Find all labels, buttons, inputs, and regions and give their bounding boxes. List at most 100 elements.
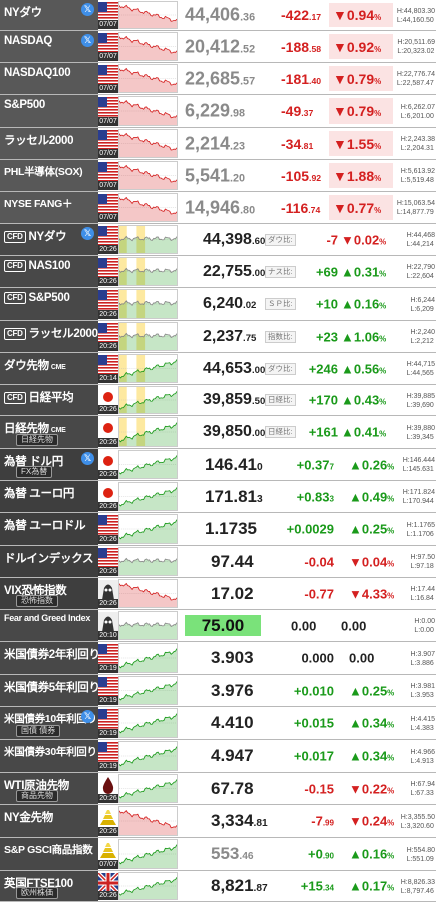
quote-row[interactable]: NYダウ 𝕏 07/07 44,406.36 -422.17 ▼0.94% H:44,803… — [0, 0, 436, 31]
instrument-name[interactable]: 為替 ユーロ円 — [0, 481, 98, 512]
sparkline-chart[interactable] — [118, 708, 178, 738]
quote-row[interactable]: 米国債券30年利回り 20:19 4.947 +0.017 ▲0.34% H:4.966 L… — [0, 740, 436, 773]
sparkline-chart[interactable] — [118, 354, 178, 383]
quote-row[interactable]: ラッセル2000 07/07 2,214.23 -34.81 ▼1.55% H:2,243… — [0, 128, 436, 160]
instrument-name[interactable]: CFD NAS100 — [0, 256, 98, 287]
sub-link[interactable]: 恐怖指数 — [16, 595, 58, 607]
sparkline-chart[interactable] — [118, 676, 178, 705]
instrument-name[interactable]: CFD S&P500 — [0, 288, 98, 320]
quote-row[interactable]: CFD 日経平均 20:26 39,859.50 日経比: +170 ▲0.43% H:39,… — [0, 385, 436, 416]
quote-row[interactable]: 米国債券2年利回り 20:19 3.903 0.000 0.00 H:3.907 L:3.8… — [0, 642, 436, 675]
instrument-name[interactable]: 米国債券10年利回り 国債 債券 𝕏 — [0, 707, 98, 739]
instrument-name[interactable]: ラッセル2000 — [0, 128, 98, 159]
sub-link[interactable]: 商品先物 — [16, 790, 58, 802]
sparkline-chart[interactable] — [118, 289, 178, 319]
quote-row[interactable]: NYSE FANG＋ 07/07 14,946.80 -116.74 ▼0.77% H:1… — [0, 192, 436, 224]
instrument-name[interactable]: 為替 ドル円 FX為替 𝕏 — [0, 449, 98, 480]
instrument-name[interactable]: 英国FTSE100 欧州株価 — [0, 871, 98, 901]
sparkline-chart[interactable] — [118, 839, 178, 869]
sparkline-chart[interactable] — [118, 482, 178, 511]
sparkline-chart[interactable] — [118, 64, 178, 93]
twitter-icon[interactable]: 𝕏 — [81, 452, 94, 465]
sparkline-chart[interactable] — [118, 514, 178, 544]
instrument-name[interactable]: NYダウ 𝕏 — [0, 0, 98, 30]
instrument-name[interactable]: S&P GSCI商品指数 — [0, 838, 98, 870]
instrument-name[interactable]: 米国債券30年利回り — [0, 740, 98, 772]
instrument-name[interactable]: ダウ先物 CME — [0, 353, 98, 384]
instrument-name[interactable]: Fear and Greed Index — [0, 610, 98, 641]
sparkline-chart[interactable] — [118, 741, 178, 771]
sparkline-chart[interactable] — [118, 806, 178, 836]
sparkline-chart[interactable] — [118, 872, 178, 900]
quote-row[interactable]: WTI原油先物 商品先物 20:26 67.78 -0.15 ▼0.22% H:67.94 L… — [0, 773, 436, 805]
instrument-name[interactable]: 米国債券2年利回り — [0, 642, 100, 674]
sub-link[interactable]: 欧州株価 — [16, 887, 58, 899]
low-value: L:16.84 — [410, 595, 434, 602]
quote-row[interactable]: CFD ラッセル2000 20:26 2,237.75 指数比: +23 ▲1.06% H:2… — [0, 321, 436, 353]
quote-row[interactable]: PHL半導体(SOX) 07/07 5,541.20 -105.92 ▼1.88% H:5… — [0, 160, 436, 192]
sparkline-chart[interactable] — [118, 774, 178, 803]
quote-row[interactable]: ダウ先物 CME 20:14 44,653.00 ダウ比: +246 ▲0.56% H:44,… — [0, 353, 436, 385]
sparkline-chart[interactable] — [118, 417, 178, 447]
sparkline-chart[interactable] — [118, 611, 178, 640]
sparkline-chart[interactable] — [118, 193, 178, 222]
quote-row[interactable]: CFD NAS100 20:26 22,755.00 ナス比: +69 ▲0.31% H:22… — [0, 256, 436, 288]
instrument-name[interactable]: NY金先物 — [0, 805, 98, 837]
quote-row[interactable]: 為替 ユーロドル 20:26 1.1735 +0.0029 ▲0.25% H:1.1765… — [0, 513, 436, 546]
quote-row[interactable]: 為替 ユーロ円 20:26 171.813 +0.833 ▲0.49% H:171.824… — [0, 481, 436, 513]
twitter-icon[interactable]: 𝕏 — [81, 34, 94, 47]
quote-row[interactable]: 英国FTSE100 欧州株価 20:26 8,821.87 +15.34 ▲0.17% H:… — [0, 871, 436, 902]
price-value: 3.976 — [211, 680, 254, 700]
twitter-icon[interactable]: 𝕏 — [81, 710, 94, 723]
quote-row[interactable]: 日経先物 CME 日経先物 20:26 39,850.00 日経比: +161 ▲0.41% H… — [0, 416, 436, 449]
sparkline-chart[interactable] — [118, 643, 178, 673]
instrument-name[interactable]: CFD 日経平均 — [0, 385, 98, 415]
instrument-name[interactable]: WTI原油先物 商品先物 — [0, 773, 98, 804]
quote-row[interactable]: S&P500 07/07 6,229.98 -49.37 ▼0.79% H:6,262.0… — [0, 95, 436, 128]
sparkline-chart[interactable] — [118, 161, 178, 190]
sparkline-chart[interactable] — [118, 257, 178, 286]
sparkline-chart[interactable] — [118, 225, 178, 254]
sub-link[interactable]: 国債 債券 — [16, 725, 61, 737]
instrument-name[interactable]: S&P500 — [0, 95, 98, 127]
flag-icon — [98, 226, 118, 246]
quote-row[interactable]: NASDAQ 𝕏 07/07 20,412.52 -188.58 ▼0.92% H:20,5… — [0, 31, 436, 63]
instrument-name[interactable]: NASDAQ100 — [0, 63, 98, 94]
instrument-name[interactable]: CFD NYダウ 𝕏 — [0, 224, 98, 255]
quote-row[interactable]: NASDAQ100 07/07 22,685.57 -181.40 ▼0.79% H:22… — [0, 63, 436, 95]
quote-row[interactable]: 米国債券10年利回り 国債 債券 𝕏 20:19 4.410 +0.015 ▲0.34% H:… — [0, 707, 436, 740]
sparkline-chart[interactable] — [118, 386, 178, 414]
sparkline-chart[interactable] — [118, 32, 178, 61]
quote-row[interactable]: CFD S&P500 20:26 6,240.02 ＳＰ比: +10 ▲0.16% H:6,2… — [0, 288, 436, 321]
instrument-name[interactable]: VIX恐怖指数 恐怖指数 — [0, 578, 98, 609]
twitter-icon[interactable]: 𝕏 — [81, 227, 94, 240]
quote-row[interactable]: CFD NYダウ 𝕏 20:26 44,398.60 ダウ比: -7 ▼0.02% H:44,4… — [0, 224, 436, 256]
instrument-name[interactable]: CFD ラッセル2000 — [0, 321, 98, 352]
quote-row[interactable]: 為替 ドル円 FX為替 𝕏 20:26 146.410 +0.377 ▲0.26% H:146… — [0, 449, 436, 481]
quote-row[interactable]: NY金先物 20:26 3,334.81 -7.99 ▼0.24% H:3,355.50 L… — [0, 805, 436, 838]
quote-row[interactable]: VIX恐怖指数 恐怖指数 20:26 17.02 -0.77 ▼4.33% H:17.44 L… — [0, 578, 436, 610]
sub-link[interactable]: FX為替 — [16, 466, 53, 478]
sub-link[interactable]: 日経先物 — [16, 434, 58, 446]
instrument-name[interactable]: PHL半導体(SOX) — [0, 160, 98, 191]
sparkline-chart[interactable] — [118, 1, 178, 29]
sparkline-chart[interactable] — [118, 129, 178, 158]
instrument-name[interactable]: 為替 ユーロドル — [0, 513, 98, 545]
sparkline-chart[interactable] — [118, 450, 178, 479]
instrument-name[interactable]: NYSE FANG＋ — [0, 192, 98, 223]
quote-row[interactable]: Fear and Greed Index 20:10 75.00 0.00 0.00 H:… — [0, 610, 436, 642]
instrument-name[interactable]: NASDAQ 𝕏 — [0, 31, 98, 62]
sparkline-chart[interactable] — [118, 322, 178, 351]
instrument-name[interactable]: 日経先物 CME 日経先物 — [0, 416, 98, 448]
high-value: H:6,262.07 — [400, 103, 435, 111]
quote-row[interactable]: ドルインデックス 20:26 97.44 -0.04 ▼0.04% H:97.50 L:97… — [0, 546, 436, 578]
sparkline-chart[interactable] — [118, 579, 178, 608]
twitter-icon[interactable]: 𝕏 — [81, 3, 94, 16]
sparkline-chart[interactable] — [118, 547, 178, 576]
instrument-name[interactable]: ドルインデックス — [0, 546, 98, 577]
quote-row[interactable]: 米国債券5年利回り 20:19 3.976 +0.010 ▲0.25% H:3.981 L:… — [0, 675, 436, 707]
sparkline-chart[interactable] — [118, 96, 178, 126]
instrument-name[interactable]: 米国債券5年利回り — [0, 675, 100, 706]
quote-row[interactable]: S&P GSCI商品指数 07/07 553.46 +0.90 ▲0.16% H:554.… — [0, 838, 436, 871]
instrument-label: ダウ先物 — [4, 360, 49, 372]
